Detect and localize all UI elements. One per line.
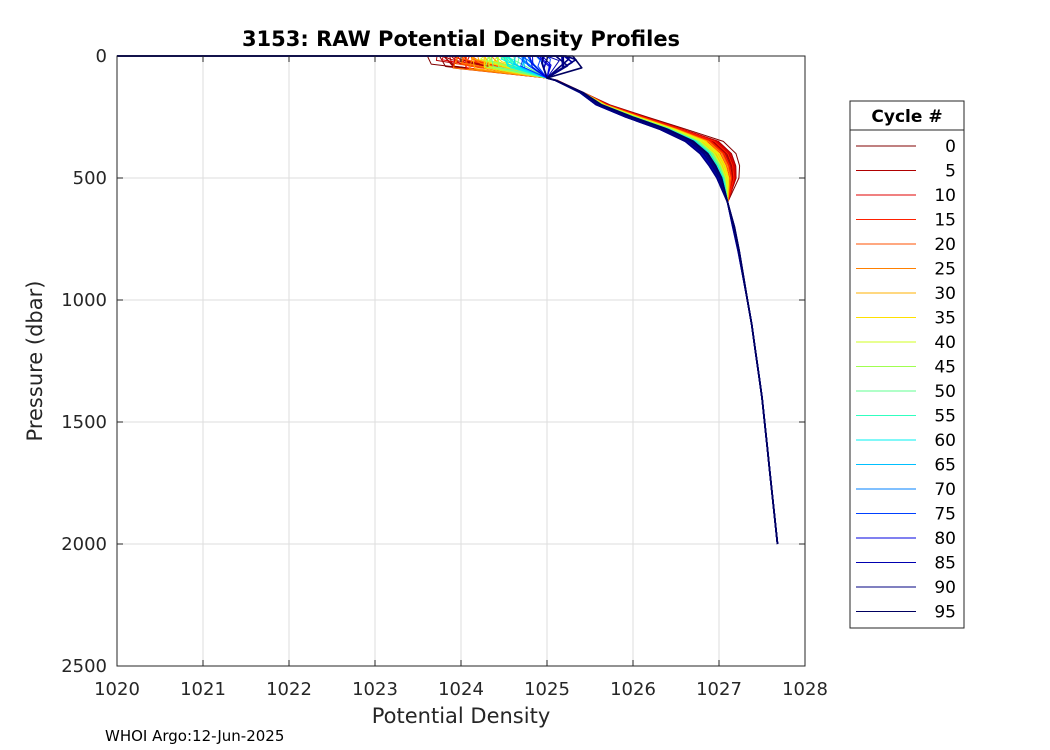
x-tick-label: 1026 <box>610 679 656 700</box>
legend-entry-label: 65 <box>934 456 956 476</box>
legend-entry-label: 20 <box>934 235 956 255</box>
x-tick-label: 1025 <box>524 679 570 700</box>
legend-entry-label: 45 <box>934 358 956 378</box>
legend-entry-label: 30 <box>934 284 956 304</box>
legend-entry-label: 40 <box>934 333 956 353</box>
grid-lines <box>116 55 806 667</box>
profile-lines <box>117 55 779 545</box>
chart-title: 3153: RAW Potential Density Profiles <box>242 27 680 51</box>
y-tick-label: 0 <box>96 46 107 67</box>
y-tick-label: 1500 <box>61 412 107 433</box>
legend-entry-label: 85 <box>934 554 956 574</box>
legend-entry-label: 10 <box>934 186 956 206</box>
legend-entry-label: 15 <box>934 211 956 231</box>
footer-stamp: WHOI Argo:12-Jun-2025 <box>105 727 284 745</box>
legend-entry-label: 95 <box>934 603 956 623</box>
legend-entry-label: 90 <box>934 578 956 598</box>
legend-title: Cycle # <box>871 107 942 127</box>
y-axis-label: Pressure (dbar) <box>23 281 47 442</box>
x-tick-label: 1023 <box>352 679 398 700</box>
y-tick-label: 2500 <box>61 656 107 677</box>
legend-entry-label: 75 <box>934 505 956 525</box>
legend-entry-label: 60 <box>934 431 956 451</box>
axis-ticks: 1020 1021 1022 1023 1024 1025 1026 1027 1028 0 500… <box>61 46 828 700</box>
legend-entry-label: 80 <box>934 529 956 549</box>
x-tick-label: 1021 <box>180 679 226 700</box>
legend-entry-label: 50 <box>934 382 956 402</box>
y-tick-label: 500 <box>73 168 107 189</box>
legend-entry-label: 0 <box>945 137 956 157</box>
legend-entry-label: 25 <box>934 260 956 280</box>
legend-entry-label: 55 <box>934 407 956 427</box>
legend-box <box>849 100 965 629</box>
legend-entry-label: 70 <box>934 480 956 500</box>
legend: Cycle #0 5 10 15 20 25 30 35 40 45 50 55 60 65 70 75 80 8… <box>849 100 965 629</box>
y-tick-label: 2000 <box>61 534 107 555</box>
x-axis-label: Potential Density <box>372 704 551 728</box>
x-tick-label: 1027 <box>696 679 742 700</box>
x-tick-label: 1022 <box>266 679 312 700</box>
x-tick-label: 1024 <box>438 679 484 700</box>
legend-entry-label: 5 <box>945 162 956 182</box>
y-tick-label: 1000 <box>61 290 107 311</box>
profile-line <box>117 55 779 545</box>
x-tick-label: 1028 <box>782 679 828 700</box>
x-tick-label: 1020 <box>94 679 140 700</box>
legend-entry-label: 35 <box>934 309 956 329</box>
